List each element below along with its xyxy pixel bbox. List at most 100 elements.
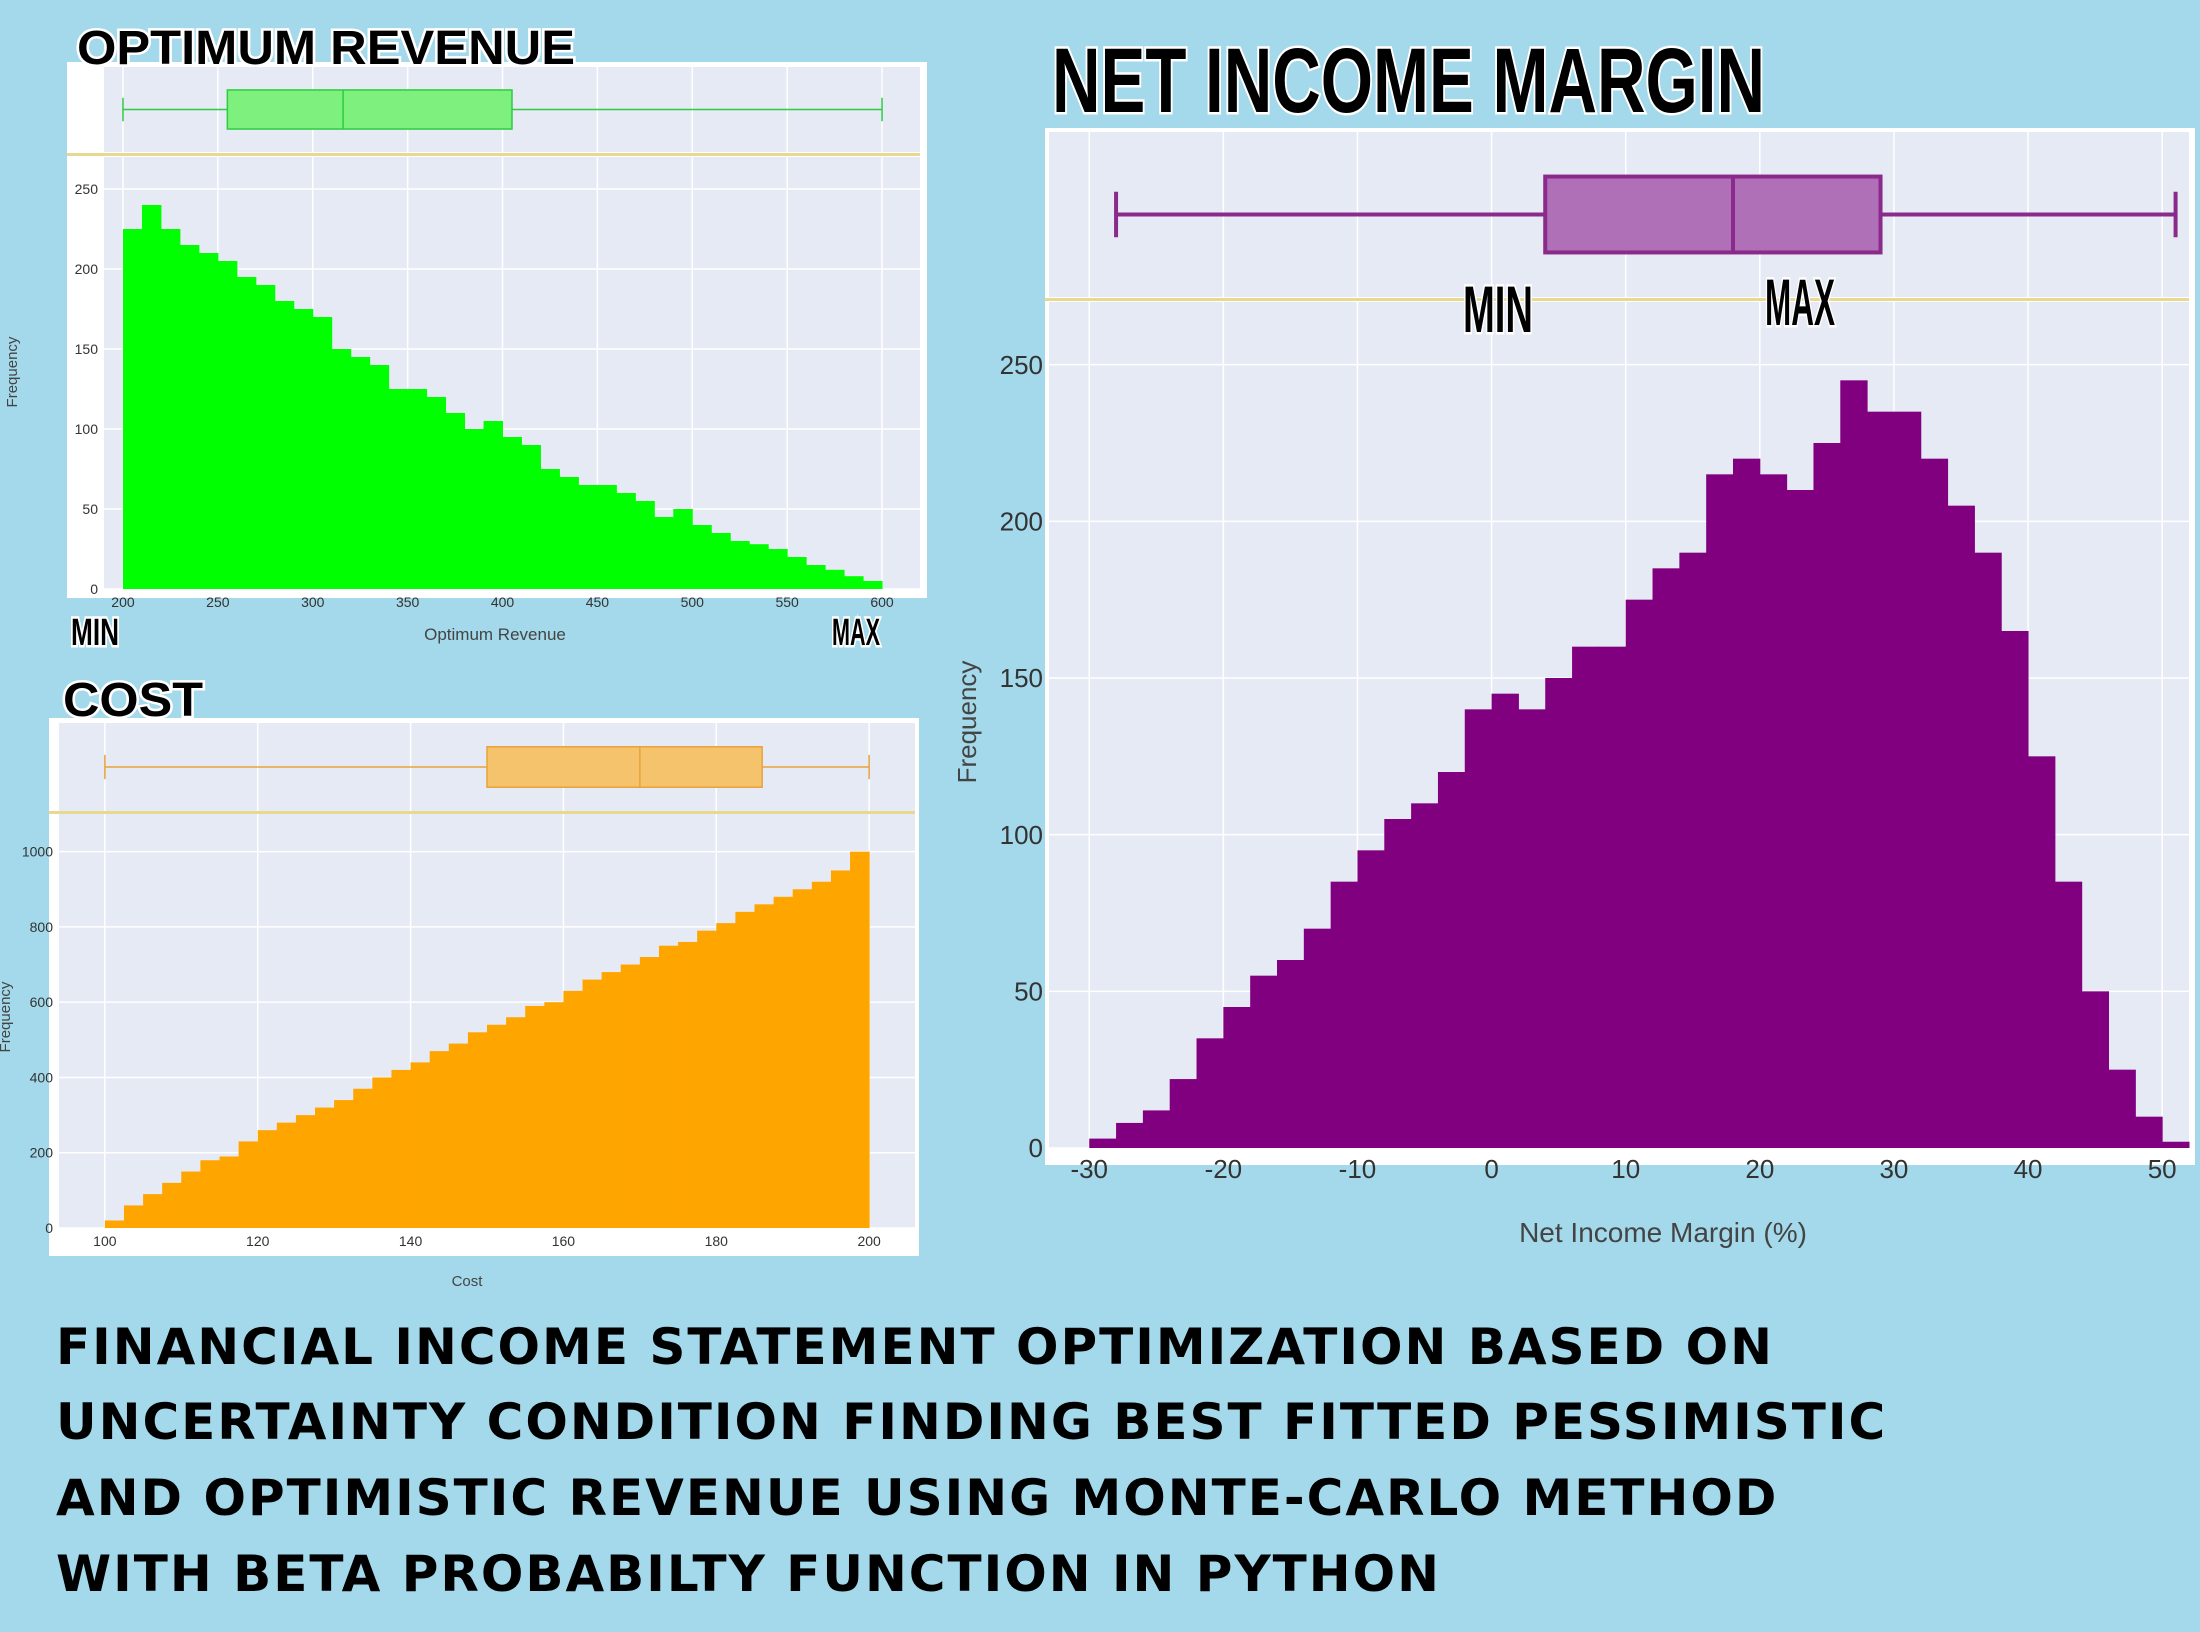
y-tick-label: 250 — [1000, 350, 1043, 380]
bar — [445, 413, 466, 589]
bar — [1974, 552, 2002, 1148]
x-tick-label: -20 — [1205, 1154, 1243, 1184]
bar — [350, 357, 371, 589]
bar — [467, 1032, 488, 1228]
x-tick-label: 160 — [552, 1233, 576, 1249]
y-tick-label: 1000 — [22, 844, 53, 860]
y-tick-label: 0 — [90, 581, 98, 597]
bar — [2001, 631, 2029, 1148]
bar — [295, 1115, 316, 1228]
x-tick-label: 40 — [2014, 1154, 2043, 1184]
bar — [1437, 772, 1466, 1148]
y-tick-label: 0 — [45, 1220, 53, 1236]
x-tick-label: 550 — [775, 594, 799, 610]
bar — [293, 309, 314, 589]
bar — [353, 1088, 373, 1228]
bar — [372, 1077, 392, 1228]
bar — [601, 972, 622, 1228]
bar — [1572, 646, 1600, 1148]
y-tick-label: 200 — [30, 1145, 54, 1161]
bar — [863, 581, 883, 589]
bar — [1491, 693, 1519, 1148]
y-tick-label: 200 — [1000, 506, 1043, 536]
bar — [181, 1171, 201, 1228]
bar — [773, 896, 794, 1228]
bar — [198, 253, 219, 589]
bar — [104, 1220, 125, 1228]
bar — [1089, 1138, 1117, 1148]
bar — [1652, 568, 1680, 1148]
bar — [1867, 411, 1895, 1149]
bar — [521, 445, 541, 589]
bar — [162, 1182, 182, 1228]
bar — [1920, 458, 1949, 1149]
bar — [464, 429, 485, 589]
bar — [1706, 474, 1734, 1148]
bar — [639, 957, 660, 1228]
bar — [200, 1160, 220, 1228]
bar — [811, 881, 832, 1228]
bar — [2135, 1116, 2163, 1148]
bar — [255, 285, 276, 589]
bar — [749, 544, 769, 589]
bar — [1947, 505, 1975, 1149]
bar — [1330, 881, 1358, 1148]
y-tick-label: 0 — [1029, 1133, 1043, 1163]
bar — [236, 277, 257, 589]
bar — [825, 569, 845, 589]
bar — [388, 389, 409, 589]
bar — [1169, 1079, 1198, 1148]
bar — [620, 964, 641, 1228]
bar — [331, 349, 352, 589]
bar — [844, 576, 864, 589]
bar — [1277, 960, 1305, 1148]
bar — [578, 485, 598, 589]
bar — [1679, 552, 1707, 1148]
y-tick-label: 150 — [75, 341, 99, 357]
bar — [692, 525, 712, 589]
annotation: MIN — [71, 612, 119, 654]
caption-line: WITH BETA PROBABILTY FUNCTION IN PYTHON — [56, 1545, 1441, 1603]
bar — [429, 1051, 450, 1228]
bar — [830, 870, 851, 1228]
bar — [312, 317, 333, 589]
box — [486, 746, 763, 788]
bar — [1733, 458, 1761, 1149]
bar — [217, 261, 238, 589]
bar — [1813, 443, 1841, 1148]
bar — [792, 889, 813, 1228]
x-tick-label: 140 — [399, 1233, 423, 1249]
bar — [697, 930, 717, 1228]
annotation: MIN — [1463, 272, 1533, 346]
bar — [1840, 380, 1868, 1148]
bar — [730, 541, 750, 589]
x-tick-label: 120 — [246, 1233, 270, 1249]
bar — [219, 1156, 240, 1228]
bar — [123, 1205, 144, 1228]
x-tick-label: 50 — [2148, 1154, 2177, 1184]
bar — [315, 1107, 335, 1228]
y-tick-label: 50 — [82, 501, 98, 517]
x-tick-label: 500 — [681, 594, 705, 610]
bar — [806, 565, 826, 589]
y-tick-label: 200 — [75, 261, 99, 277]
bar — [658, 945, 679, 1228]
x-axis-label: Optimum Revenue — [424, 625, 566, 644]
bar — [143, 1194, 163, 1228]
x-tick-label: 400 — [491, 594, 515, 610]
x-axis-label: Net Income Margin (%) — [1519, 1217, 1807, 1248]
y-tick-label: 150 — [1000, 663, 1043, 693]
caption-line: UNCERTAINTY CONDITION FINDING BEST FITTE… — [56, 1393, 1887, 1451]
bar — [673, 509, 693, 589]
bar — [2054, 881, 2083, 1148]
bar — [276, 1122, 297, 1228]
x-tick-label: 450 — [586, 594, 610, 610]
y-tick-label: 100 — [1000, 820, 1043, 850]
bar — [678, 941, 698, 1228]
x-tick-label: 250 — [206, 594, 230, 610]
bar — [483, 421, 504, 589]
bar — [179, 245, 200, 589]
bar — [238, 1141, 259, 1228]
caption-line: FINANCIAL INCOME STATEMENT OPTIMIZATION … — [56, 1318, 1774, 1376]
bar — [1223, 1007, 1251, 1148]
